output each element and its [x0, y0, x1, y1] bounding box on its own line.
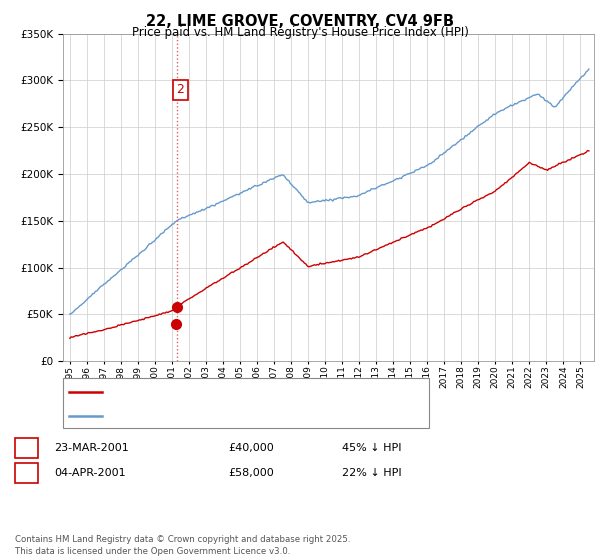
Text: HPI: Average price, semi-detached house, Coventry: HPI: Average price, semi-detached house,… — [108, 411, 377, 421]
Text: 22, LIME GROVE, COVENTRY, CV4 9FB (semi-detached house): 22, LIME GROVE, COVENTRY, CV4 9FB (semi-… — [108, 387, 429, 397]
Text: 04-APR-2001: 04-APR-2001 — [54, 468, 125, 478]
Text: 45% ↓ HPI: 45% ↓ HPI — [342, 443, 401, 453]
Text: 1: 1 — [23, 441, 30, 455]
Text: 22% ↓ HPI: 22% ↓ HPI — [342, 468, 401, 478]
Text: 23-MAR-2001: 23-MAR-2001 — [54, 443, 129, 453]
Text: Price paid vs. HM Land Registry's House Price Index (HPI): Price paid vs. HM Land Registry's House … — [131, 26, 469, 39]
Text: £58,000: £58,000 — [228, 468, 274, 478]
Text: Contains HM Land Registry data © Crown copyright and database right 2025.
This d: Contains HM Land Registry data © Crown c… — [15, 535, 350, 556]
Text: 2: 2 — [176, 83, 184, 96]
Text: 22, LIME GROVE, COVENTRY, CV4 9FB: 22, LIME GROVE, COVENTRY, CV4 9FB — [146, 14, 454, 29]
Text: 2: 2 — [23, 466, 30, 480]
Text: £40,000: £40,000 — [228, 443, 274, 453]
